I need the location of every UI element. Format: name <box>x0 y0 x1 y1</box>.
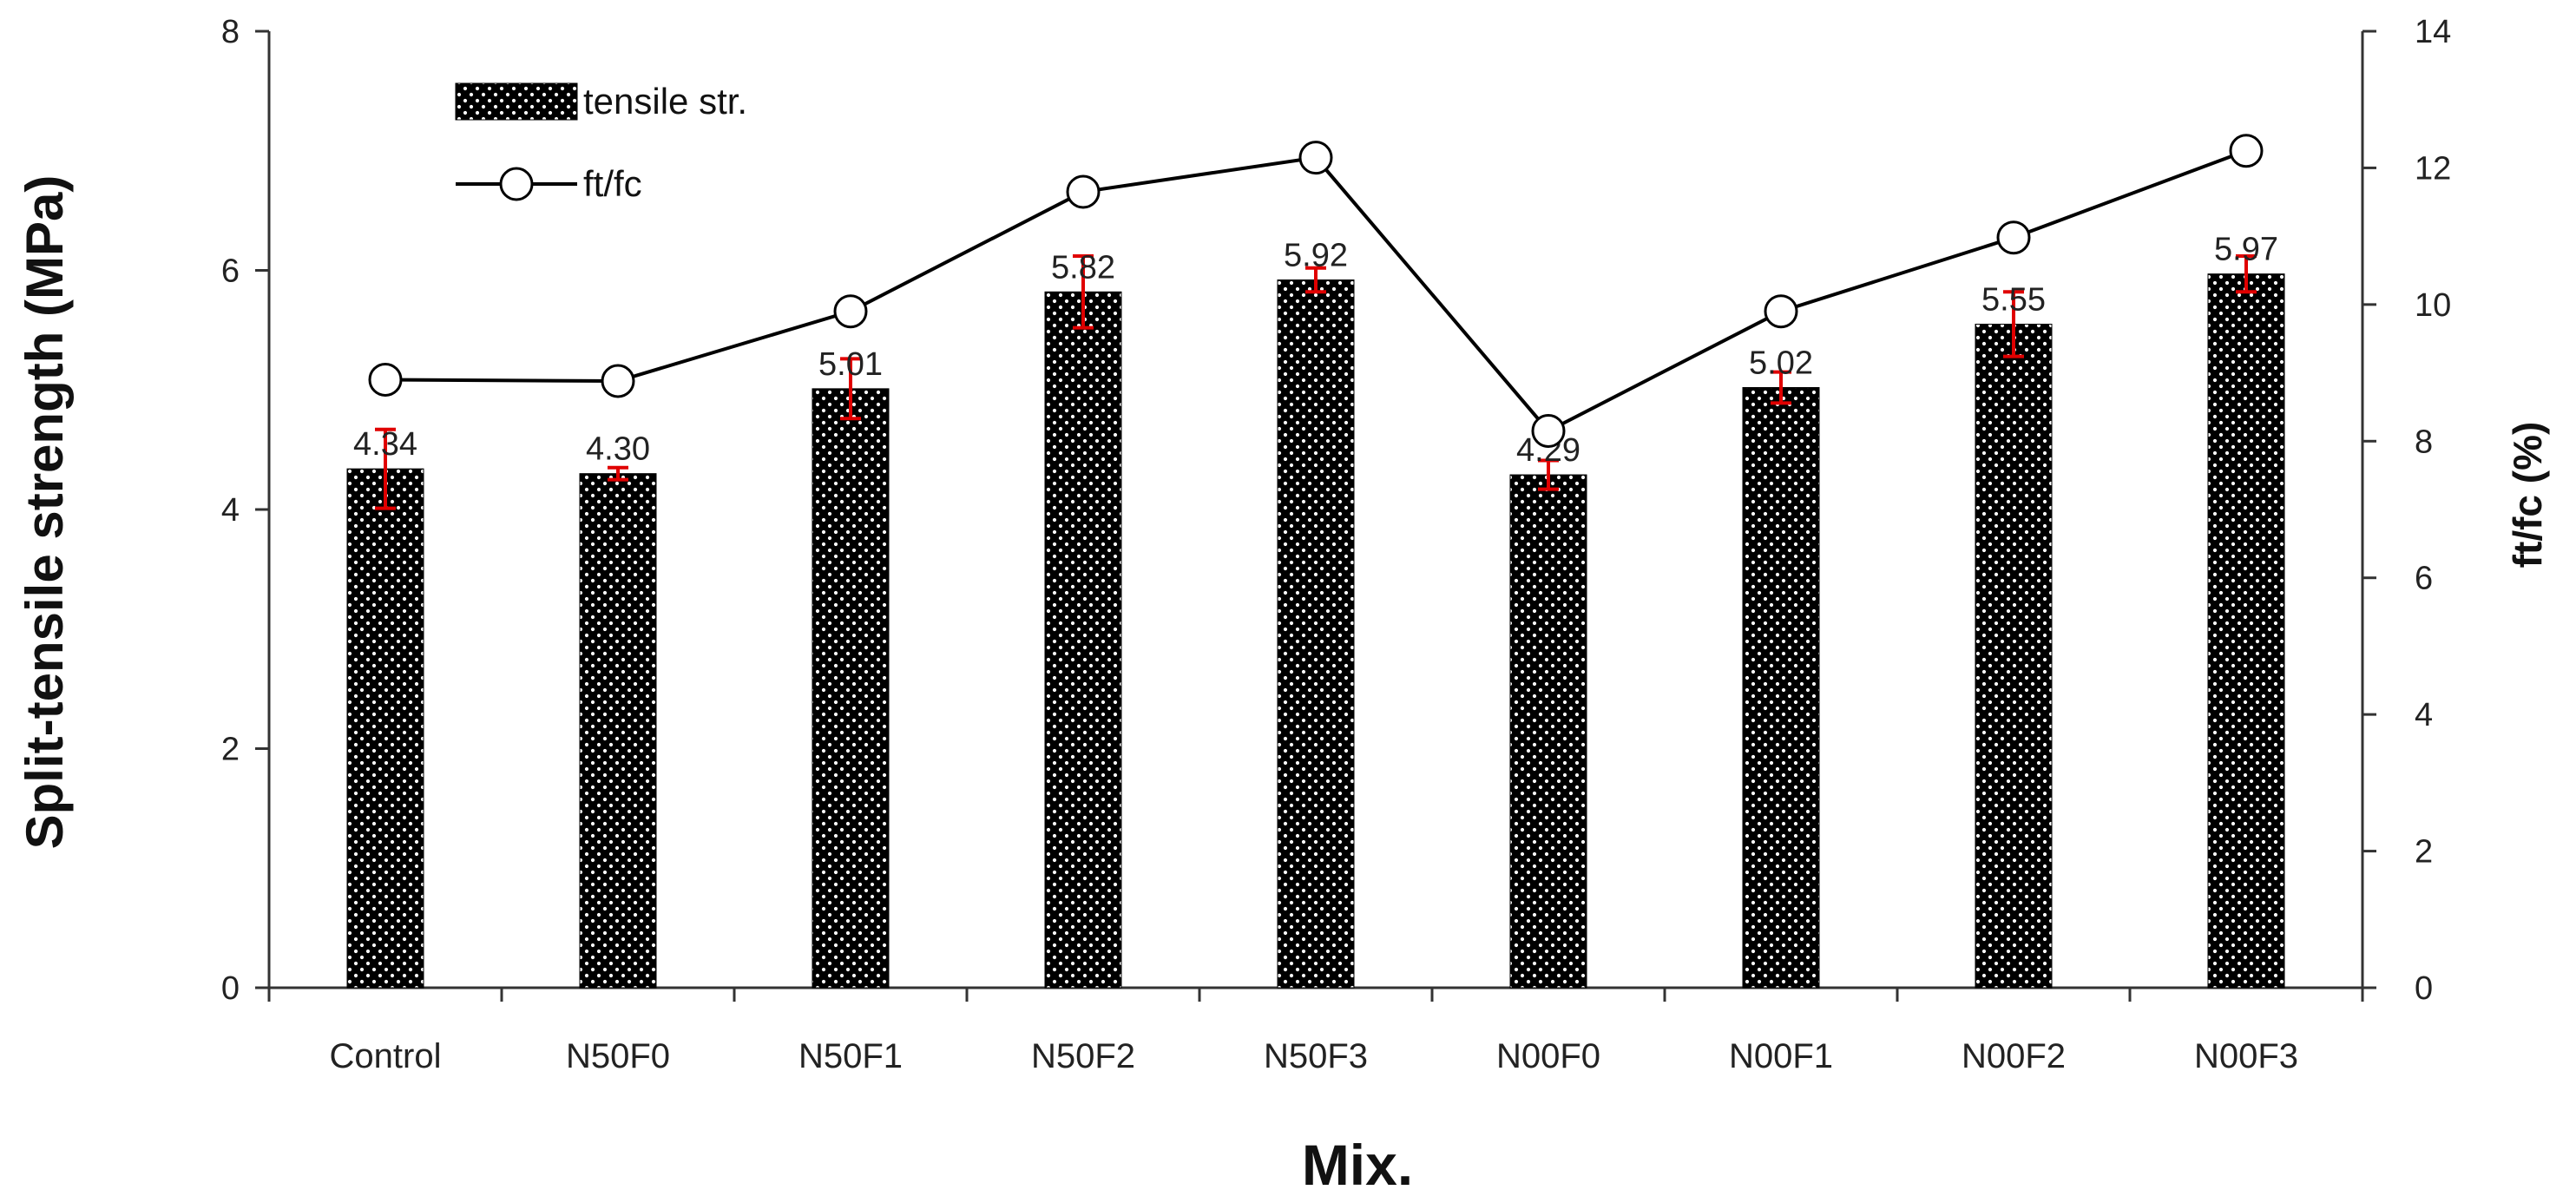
ratio-marker <box>368 362 403 397</box>
y-tick-label: 8 <box>221 14 240 50</box>
ratio-marker <box>1066 174 1101 209</box>
bar <box>1742 386 1820 989</box>
y-tick-label: 0 <box>221 970 240 1007</box>
x-axis-title: Mix. <box>1302 1133 1413 1197</box>
bar <box>1277 279 1355 989</box>
y2-tick-label: 2 <box>2415 834 2433 871</box>
x-tick-label: N00F1 <box>1729 1037 1833 1075</box>
legend-label-line: ft/fc <box>583 163 642 204</box>
legend-swatch-bar <box>455 82 578 121</box>
ratio-marker <box>1298 141 1333 175</box>
y2-axis-title: ft/fc (%) <box>2505 422 2550 569</box>
ratio-marker <box>601 364 635 398</box>
bar-data-label: 5.82 <box>1051 249 1115 286</box>
legend-swatch-marker <box>499 167 534 201</box>
bar-data-label: 4.34 <box>353 426 417 463</box>
bar-data-label: 5.92 <box>1284 238 1348 274</box>
bar <box>1044 291 1122 989</box>
y2-tick-label: 12 <box>2415 150 2451 187</box>
x-tick-label: N50F1 <box>798 1037 903 1075</box>
bar-data-label: 5.97 <box>2214 232 2278 268</box>
x-tick-label: N00F0 <box>1496 1037 1600 1075</box>
bar <box>1509 474 1587 989</box>
bar <box>579 473 657 989</box>
bar <box>1975 323 2053 989</box>
y2-tick-label: 8 <box>2415 424 2433 460</box>
x-tick-label: Control <box>330 1037 442 1075</box>
legend-label-bar: tensile str. <box>583 81 747 122</box>
y2-tick-label: 0 <box>2415 970 2433 1007</box>
y-tick-label: 4 <box>221 492 240 529</box>
ratio-marker <box>1531 413 1566 448</box>
bar-data-label: 4.30 <box>586 431 650 468</box>
y-tick-label: 2 <box>221 732 240 768</box>
x-tick-label: N50F3 <box>1264 1037 1368 1075</box>
ratio-marker <box>2229 134 2264 168</box>
y-axis-title: Split-tensile strength (MPa) <box>16 175 74 850</box>
y2-tick-label: 6 <box>2415 561 2433 597</box>
bar-data-label: 5.01 <box>818 346 883 383</box>
x-tick-label: N50F2 <box>1031 1037 1135 1075</box>
x-tick-label: N00F3 <box>2194 1037 2298 1075</box>
y-tick-label: 6 <box>221 253 240 290</box>
ratio-marker <box>1996 220 2031 255</box>
plot-area: 0 2 4 6 8 0 2 4 6 8 10 12 14 Control N50F0 N50F1 N50F2 N5… <box>221 14 2451 1075</box>
x-tick-label: N00F2 <box>1962 1037 2066 1075</box>
bar-data-label: 5.02 <box>1749 345 1813 381</box>
bar <box>812 388 890 989</box>
bar-data-label: 5.55 <box>1981 281 2046 318</box>
bar <box>346 468 424 989</box>
ratio-marker <box>1764 294 1798 329</box>
y2-tick-label: 10 <box>2415 287 2451 324</box>
ratio-marker <box>833 294 868 329</box>
y2-tick-label: 4 <box>2415 697 2433 733</box>
y2-tick-label: 14 <box>2415 14 2451 50</box>
x-tick-label: N50F0 <box>566 1037 670 1075</box>
bar <box>2207 273 2285 989</box>
